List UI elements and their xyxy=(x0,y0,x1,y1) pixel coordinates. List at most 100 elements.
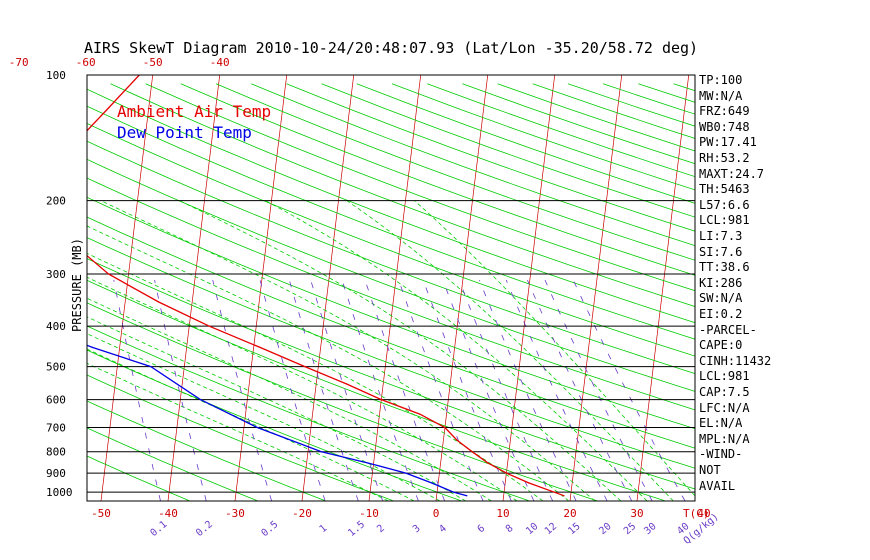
bottom-temperature-tick-label: 30 xyxy=(630,507,643,520)
mixing-ratio-tick-label: 20 xyxy=(597,521,613,537)
mixing-ratio-line xyxy=(572,279,686,501)
temperature-point xyxy=(43,200,44,201)
dry-adiabat-line xyxy=(321,83,695,218)
isotherm-line xyxy=(771,75,823,501)
dewpoint-point xyxy=(92,346,94,349)
temperature-point xyxy=(456,439,458,441)
isotherm-line xyxy=(0,75,19,501)
stability-index-item: EI:0.2 xyxy=(699,307,743,321)
moist-adiabat-line xyxy=(87,276,518,501)
pressure-tick-label: 700 xyxy=(46,422,66,435)
temperature-point xyxy=(345,383,347,385)
stability-index-item: SW:N/A xyxy=(699,291,743,306)
mixing-ratio-tick-label: 30 xyxy=(642,521,658,537)
isotherm-line xyxy=(435,75,489,501)
mixing-ratio-tick-label: 2 xyxy=(375,523,387,535)
dewpoint-point xyxy=(150,365,152,368)
bottom-temperature-tick-label: -20 xyxy=(292,507,312,520)
moist-adiabat-line xyxy=(87,333,441,501)
dry-adiabat-line xyxy=(87,105,695,340)
dewpoint-point xyxy=(199,399,202,401)
mixing-ratio-line xyxy=(458,279,554,501)
mixing-ratio-line xyxy=(442,279,535,501)
stability-index-item: AVAIL xyxy=(699,478,736,493)
mixing-ratio-line xyxy=(544,279,653,501)
moist-adiabat-line xyxy=(346,200,674,501)
stability-index-item: KI:286 xyxy=(699,275,743,290)
dry-adiabat-line xyxy=(215,83,695,261)
legend: Ambient Air Temp Dew Point Temp xyxy=(117,102,271,142)
mixing-ratio-tick-label: 1 xyxy=(318,523,330,535)
mixing-ratio-tick-label: 6 xyxy=(476,523,488,535)
stability-index-item: MAXT:24.7 xyxy=(699,166,765,181)
temperature-point xyxy=(471,451,473,453)
pressure-tick-label: 800 xyxy=(46,446,66,459)
dry-adiabat-line xyxy=(87,122,695,357)
isotherm-line xyxy=(234,75,288,501)
bottom-temperature-tick-label: -30 xyxy=(225,507,245,520)
temperature-point xyxy=(45,181,46,182)
pressure-tick-label: 1000 xyxy=(46,486,73,499)
bottom-temperature-tick-label: 40 xyxy=(697,507,710,520)
y-axis-label: PRESSURE (MB) xyxy=(70,238,84,332)
dry-adiabat-line xyxy=(427,83,695,178)
mixing-ratio-tick-label: 15 xyxy=(566,521,582,537)
stability-index-item: MW:N/A xyxy=(699,88,743,103)
dewpoint-point xyxy=(256,426,258,429)
pressure-tick-label: 600 xyxy=(46,394,66,407)
temperature-point xyxy=(107,107,110,109)
temperature-point xyxy=(419,413,421,415)
dewpoint-point xyxy=(466,495,468,497)
temperature-point xyxy=(107,273,110,275)
plot-frame xyxy=(86,74,696,502)
chart-title: AIRS SkewT Diagram 2010-10-24/20:48:07.9… xyxy=(84,39,698,57)
isotherm-line xyxy=(636,75,690,501)
isotherm-line xyxy=(301,75,355,501)
dewpoint-point xyxy=(453,491,455,493)
dry-adiabat-line xyxy=(145,83,695,292)
mixing-ratio-tick-label: 1.5 xyxy=(346,519,367,539)
isotherm-line xyxy=(167,75,221,501)
stability-index-item: TP:100 xyxy=(699,73,743,87)
mixing-ratio-line xyxy=(259,279,326,501)
temperature-point xyxy=(528,482,530,484)
mixing-ratio-tick-label: 3 xyxy=(411,523,423,535)
isotherm-line xyxy=(502,75,556,501)
stability-index-item: EL:N/A xyxy=(699,416,743,431)
pressure-tick-label: 400 xyxy=(46,320,66,333)
mixing-ratio-tick-label: 0.2 xyxy=(194,519,215,539)
mixing-ratio-tick-label: 0.5 xyxy=(260,519,281,539)
dry-adiabat-line xyxy=(87,374,394,501)
stability-index-item: CAP:7.5 xyxy=(699,385,750,399)
stability-index-item: LI:7.3 xyxy=(699,229,743,243)
mixing-ratio-line xyxy=(310,279,384,501)
grid-layer xyxy=(0,75,823,501)
legend-temperature-label: Ambient Air Temp xyxy=(117,102,271,121)
top-temperature-tick-label: -50 xyxy=(143,56,163,69)
temperature-point xyxy=(53,225,54,226)
stability-index-item: SI:7.6 xyxy=(699,244,743,259)
mixing-ratio-line xyxy=(212,279,272,501)
stability-index-item: LFC:N/A xyxy=(699,400,750,415)
moist-adiabat-line xyxy=(87,316,466,501)
dry-adiabat-line xyxy=(251,83,695,247)
isotherm-line xyxy=(100,75,154,501)
pressure-tick-label: 900 xyxy=(46,467,66,480)
dry-adiabat-line xyxy=(87,302,598,501)
legend-dewpoint-label: Dew Point Temp xyxy=(117,123,252,142)
moist-adiabat-line xyxy=(100,200,596,501)
mixing-ratio-line xyxy=(364,279,446,501)
pressure-tick-label: 500 xyxy=(46,361,66,374)
bottom-temperature-tick-label: 0 xyxy=(433,507,440,520)
dry-adiabat-line xyxy=(87,177,695,411)
dry-adiabat-line xyxy=(87,427,259,501)
stability-index-item: -WIND- xyxy=(699,447,743,462)
stability-index-item: WB0:748 xyxy=(699,119,750,134)
dry-adiabat-line xyxy=(180,83,695,276)
dewpoint-point xyxy=(320,451,322,453)
dry-adiabat-line xyxy=(87,88,695,324)
dewpoint-point xyxy=(405,472,407,474)
mixing-ratio-tick-label: 4 xyxy=(437,523,449,535)
